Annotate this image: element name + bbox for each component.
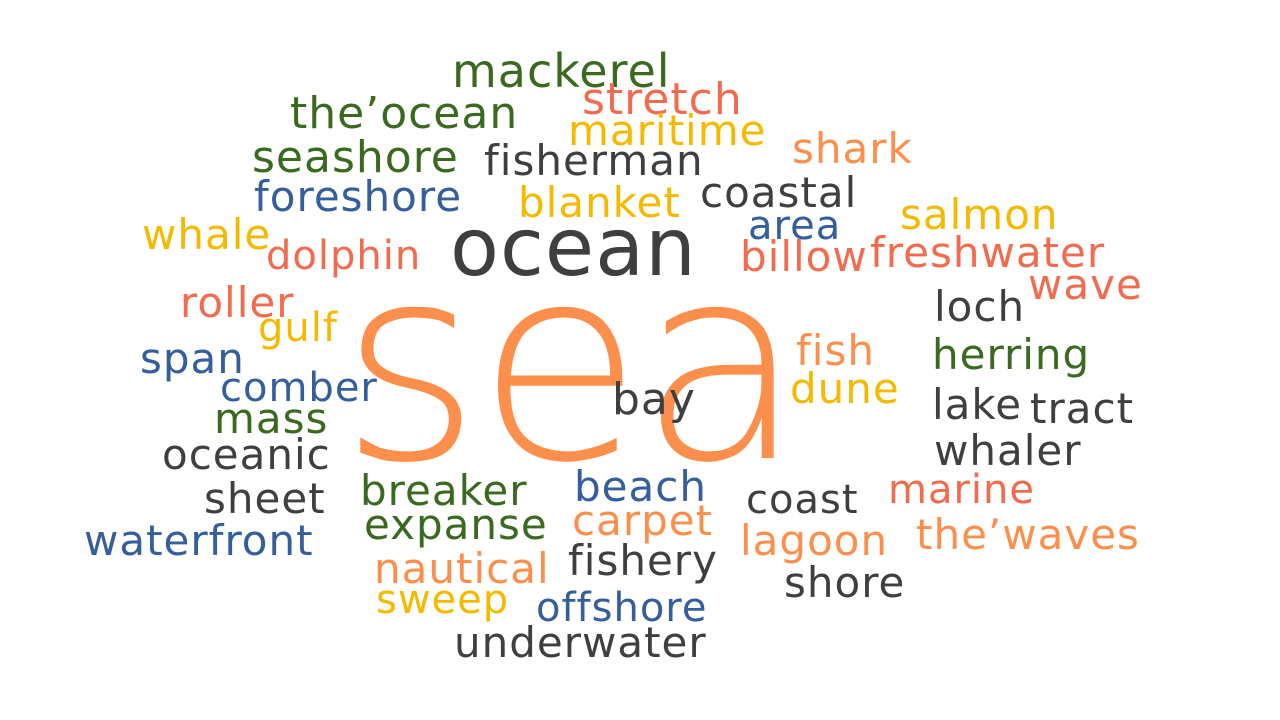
word-5: the’ocean bbox=[290, 88, 519, 139]
word-30: tract bbox=[1030, 384, 1135, 433]
word-3: mackerel bbox=[452, 44, 671, 98]
word-36: marine bbox=[888, 467, 1035, 513]
word-11: coastal bbox=[700, 168, 858, 217]
word-28: bay bbox=[612, 374, 696, 425]
word-26: dune bbox=[790, 364, 900, 413]
word-8: seashore bbox=[252, 132, 459, 183]
word-34: beach bbox=[574, 462, 707, 511]
word-40: expanse bbox=[364, 500, 548, 549]
word-21: loch bbox=[934, 282, 1026, 331]
word-18: freshwater bbox=[870, 228, 1106, 277]
word-24: herring bbox=[932, 330, 1091, 379]
word-35: breaker bbox=[360, 466, 528, 515]
word-44: fishery bbox=[568, 536, 718, 585]
word-14: area bbox=[748, 203, 842, 249]
word-39: carpet bbox=[572, 496, 714, 545]
word-25: span bbox=[140, 334, 245, 383]
word-41: the’waves bbox=[916, 510, 1140, 559]
word-22: gulf bbox=[258, 305, 338, 351]
word-29: lake bbox=[932, 380, 1023, 429]
word-31: mass bbox=[214, 394, 329, 443]
word-19: wave bbox=[1028, 260, 1143, 309]
word-33: oceanic bbox=[162, 430, 331, 479]
word-12: blanket bbox=[518, 178, 681, 227]
word-23: fish bbox=[796, 326, 875, 375]
word-37: sheet bbox=[204, 474, 326, 523]
word-46: shore bbox=[784, 558, 906, 607]
word-48: offshore bbox=[536, 585, 708, 631]
word-16: dolphin bbox=[266, 233, 422, 279]
word-17: billow bbox=[740, 232, 868, 281]
word-4: stretch bbox=[582, 74, 743, 125]
word-38: coast bbox=[746, 477, 859, 523]
word-27: comber bbox=[220, 365, 378, 411]
word-2: ocean bbox=[450, 201, 697, 294]
word-49: underwater bbox=[454, 618, 707, 667]
word-10: foreshore bbox=[254, 172, 463, 221]
word-15: whale bbox=[142, 210, 272, 259]
word-32: whaler bbox=[934, 426, 1082, 475]
word-7: shark bbox=[792, 124, 913, 173]
word-6: maritime bbox=[568, 106, 767, 155]
word-9: fisherman bbox=[484, 136, 704, 185]
word-13: salmon bbox=[900, 190, 1059, 239]
word-43: lagoon bbox=[740, 516, 889, 565]
word-45: nautical bbox=[374, 544, 550, 593]
word-1: sea bbox=[340, 207, 804, 522]
word-20: roller bbox=[180, 278, 295, 327]
word-47: sweep bbox=[376, 577, 510, 623]
word-42: waterfront bbox=[84, 516, 314, 565]
